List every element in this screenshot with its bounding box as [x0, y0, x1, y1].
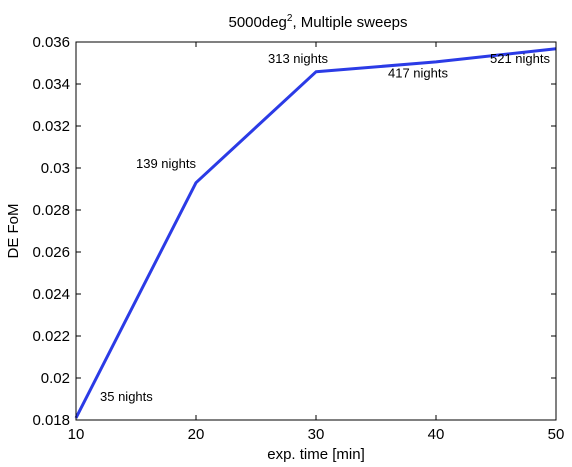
series-layer: [74, 47, 557, 419]
y-tick-label: 0.018: [32, 412, 70, 429]
title-superscript: 2: [287, 13, 293, 24]
point-annotation: 521 nights: [490, 51, 550, 66]
point-annotation: 35 nights: [100, 389, 153, 404]
point-annotation: 417 nights: [388, 66, 448, 81]
y-tick-label: 0.028: [32, 202, 70, 219]
y-tick-label: 0.036: [32, 34, 70, 51]
series-line: [74, 47, 557, 419]
chart-title: 5000deg2, Multiple sweeps: [228, 13, 407, 31]
title-suffix: , Multiple sweeps: [292, 14, 407, 31]
title-main: 5000deg: [228, 14, 286, 31]
y-tick-label: 0.022: [32, 328, 70, 345]
y-tick-label: 0.034: [32, 76, 70, 93]
y-tick-label: 0.02: [41, 370, 70, 387]
plot-frame: [75, 41, 557, 421]
x-axis-label: exp. time [min]: [267, 446, 365, 463]
point-annotation: 139 nights: [136, 156, 196, 171]
x-tick-label: 20: [188, 426, 205, 443]
y-tick-label: 0.032: [32, 118, 70, 135]
x-tick-label: 40: [428, 426, 445, 443]
annotation-layer: 35 nights 139 nights 313 nights 417 nights 5…: [100, 51, 550, 404]
y-tick-label: 0.024: [32, 286, 70, 303]
x-tick-label: 50: [548, 426, 565, 443]
ticks-layer: 10 20 30 40 50 0.018 0.02 0.022 0.024 0.026 0.028 0…: [32, 34, 564, 443]
y-tick-label: 0.03: [41, 160, 70, 177]
x-tick-label: 30: [308, 426, 325, 443]
y-tick-label: 0.026: [32, 244, 70, 261]
point-annotation: 313 nights: [268, 51, 328, 66]
x-tick-label: 10: [68, 426, 85, 443]
y-axis-label: DE FoM: [5, 203, 22, 258]
